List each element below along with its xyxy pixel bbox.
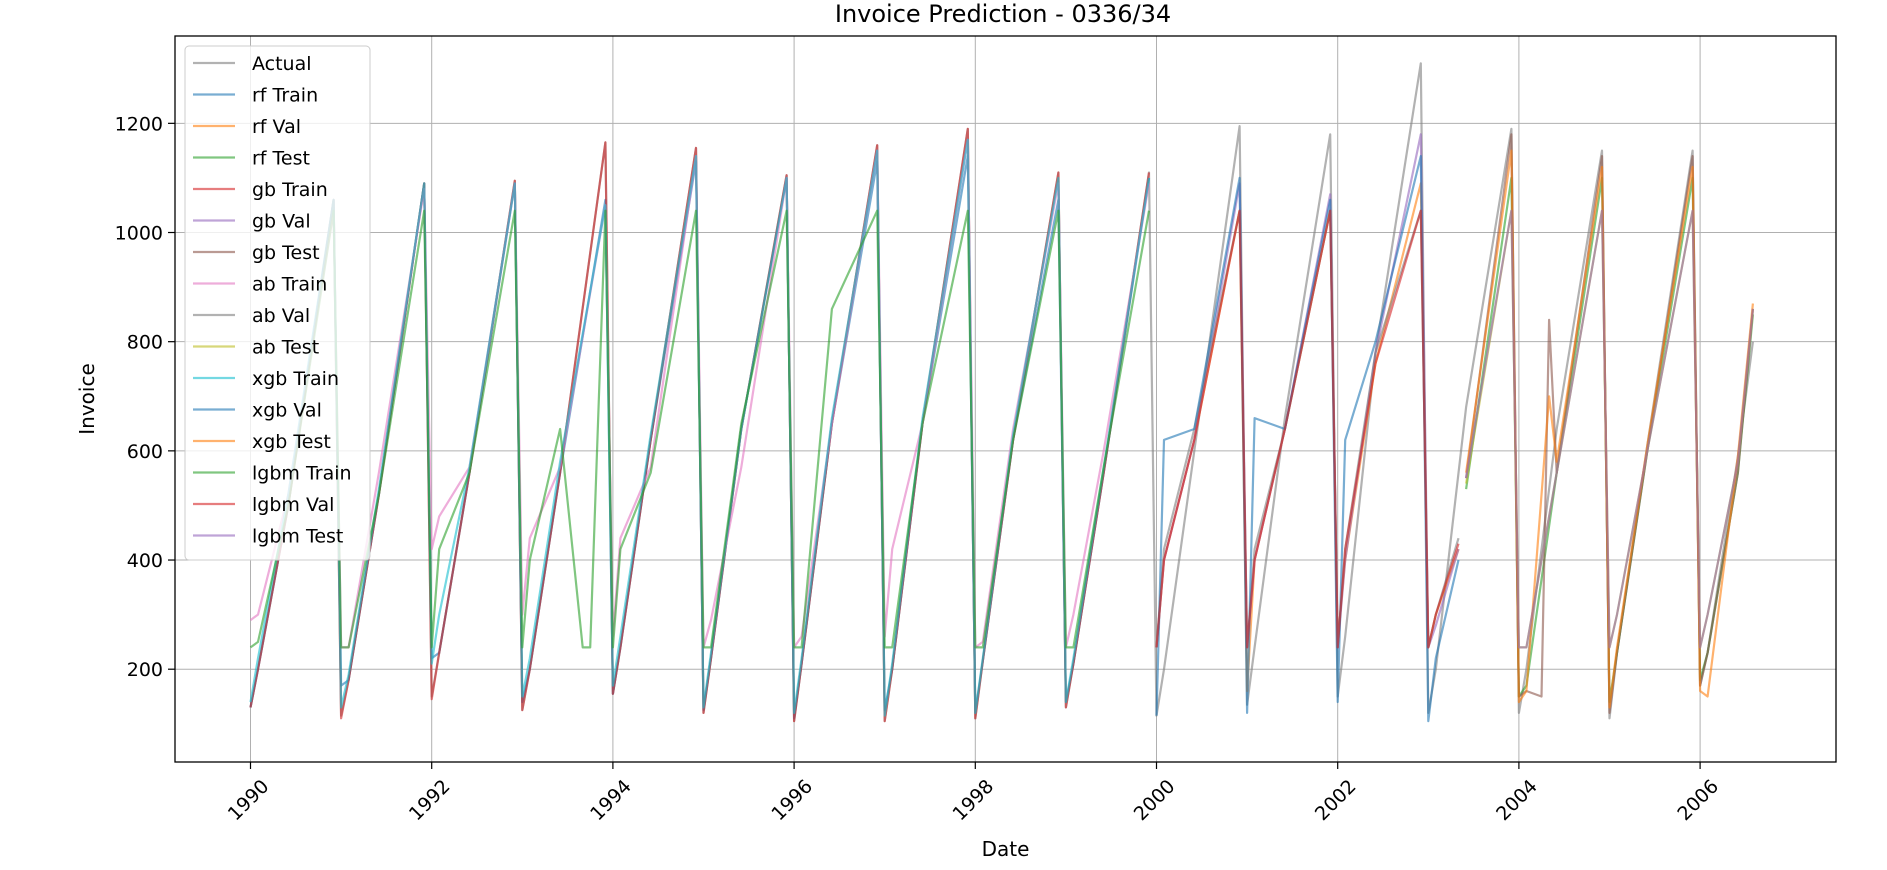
series-line-xgb-val — [1155, 155, 1460, 723]
legend-item: rf Train — [193, 85, 318, 107]
legend-label: lgbm Train — [252, 463, 352, 485]
y-tick-label: 400 — [127, 550, 163, 572]
y-tick-label: 600 — [127, 441, 163, 463]
legend-item: lgbm Val — [193, 494, 334, 516]
legend-item: xgb Train — [193, 368, 339, 390]
x-tick-label: 2002 — [1311, 775, 1361, 825]
legend-item: ab Val — [193, 305, 310, 327]
x-tick-label: 1998 — [948, 775, 998, 825]
series-lines — [249, 62, 1754, 723]
y-tick-label: 200 — [127, 659, 163, 681]
legend-item: xgb Test — [193, 431, 331, 453]
series-line-actual — [249, 62, 1754, 723]
legend-label: Actual — [252, 53, 312, 75]
chart-title: Invoice Prediction - 0336/34 — [835, 0, 1171, 28]
legend-label: rf Train — [252, 85, 318, 107]
legend-label: lgbm Test — [252, 526, 343, 548]
legend-item: gb Train — [193, 179, 328, 201]
series-line-xgb-test — [1465, 149, 1754, 709]
legend-label: ab Test — [252, 337, 319, 359]
x-tick-label: 2000 — [1130, 775, 1180, 825]
legend-label: lgbm Val — [252, 494, 334, 516]
legend-item: ab Train — [193, 274, 327, 296]
x-tick-label: 1990 — [224, 775, 274, 825]
y-axis-label: Invoice — [75, 363, 99, 435]
legend: Actual rf Train rf Val rf Test gb Train gb Va… — [184, 45, 371, 561]
legend-label: gb Test — [252, 242, 320, 264]
series-line-ab-test — [1465, 209, 1754, 649]
y-tick-label: 800 — [127, 332, 163, 354]
legend-item: Actual — [193, 53, 312, 75]
legend-label: xgb Train — [252, 368, 339, 390]
legend-item: gb Test — [193, 242, 320, 264]
x-axis: 1990 1992 1994 1996 1998 2000 2002 2004 2006 — [224, 762, 1723, 825]
legend-item: gb Val — [193, 211, 311, 233]
legend-label: gb Train — [252, 179, 328, 201]
series-line-lgbm-train — [249, 209, 1151, 649]
x-tick-label: 2004 — [1492, 775, 1542, 825]
series-line-rf-val — [1155, 182, 1460, 693]
legend-label: gb Val — [252, 211, 311, 233]
legend-item: lgbm Train — [193, 463, 352, 485]
legend-label: rf Val — [252, 116, 301, 138]
plot-frame — [174, 35, 1837, 763]
x-tick-label: 1996 — [767, 775, 817, 825]
legend-label: ab Train — [252, 274, 327, 296]
legend-item: lgbm Test — [193, 526, 343, 548]
legend-label: xgb Val — [252, 400, 322, 422]
legend-item: xgb Val — [193, 400, 322, 422]
legend-frame — [184, 45, 371, 561]
x-tick-label: 1994 — [586, 775, 636, 825]
legend-label: xgb Test — [252, 431, 331, 453]
x-tick-label: 2006 — [1673, 775, 1723, 825]
y-axis: 200 400 600 800 1000 1200 — [115, 113, 175, 681]
legend-item: ab Test — [193, 337, 319, 359]
legend-label: ab Val — [252, 305, 310, 327]
series-line-lgbm-val — [1155, 209, 1460, 649]
legend-item: rf Val — [193, 116, 301, 138]
grid-lines — [175, 36, 1836, 762]
legend-item: rf Test — [193, 148, 310, 170]
x-axis-label: Date — [982, 837, 1030, 861]
legend-label: rf Test — [252, 148, 310, 170]
y-tick-label: 1000 — [115, 223, 163, 245]
y-tick-label: 1200 — [115, 113, 163, 135]
x-tick-label: 1992 — [405, 775, 455, 825]
series-line-lgbm-test — [1465, 209, 1754, 649]
